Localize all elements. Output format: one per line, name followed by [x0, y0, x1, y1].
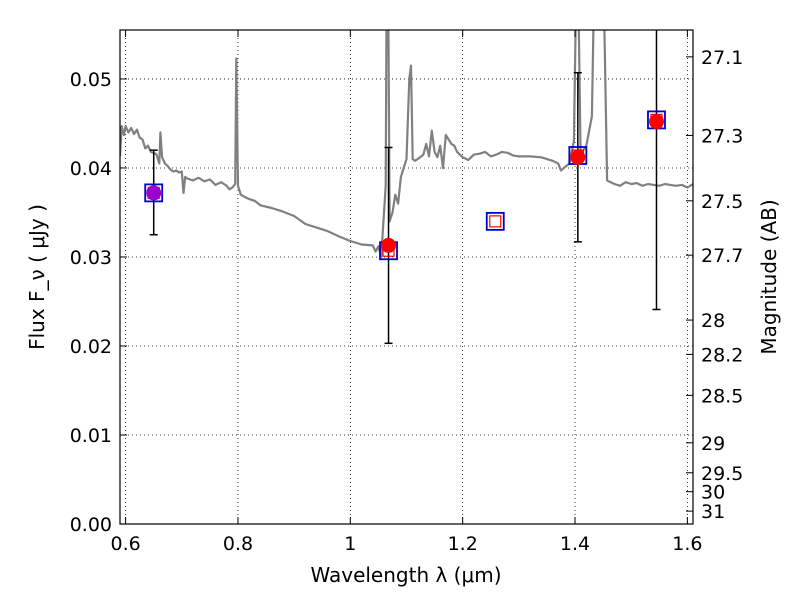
- x-tick-label: 0.6: [111, 533, 141, 555]
- mag-tick-label: 29.5: [701, 463, 743, 485]
- plot-area: [120, 30, 693, 259]
- mag-tick-label: 28.2: [701, 344, 743, 366]
- x-tick-label: 1.2: [448, 533, 478, 555]
- mag-tick-label: 28.5: [701, 385, 743, 407]
- model-photometry-box: [144, 183, 164, 203]
- model-photometry-inner-box: [489, 215, 502, 228]
- y-tick-label: 0.02: [70, 336, 112, 358]
- x-tick-label: 0.8: [223, 533, 253, 555]
- observed-photometry-point: [648, 114, 664, 130]
- error-bars: [144, 30, 666, 345]
- tick-labels: 0.6 0.8 1 1.2 1.4 1.6 0.00 0.01 0.02 0.03 0.04 0.05…: [70, 47, 744, 555]
- x-axis-label: Wavelength λ (μm): [310, 563, 501, 587]
- x-tick-label: 1.6: [672, 533, 702, 555]
- y-axis-right-label: Magnitude (AB): [757, 199, 781, 354]
- mag-tick-label: 27.7: [701, 245, 743, 267]
- mag-tick-label: 29: [701, 433, 725, 455]
- y-tick-label: 0.01: [70, 425, 112, 447]
- model-spectrum-line: [120, 30, 693, 259]
- observed-photometry-point: [381, 237, 397, 253]
- observed-photometry-point: [146, 185, 162, 201]
- y-tick-label: 0.03: [70, 247, 112, 269]
- x-tick-label: 1: [344, 533, 356, 555]
- mag-tick-label: 31: [701, 501, 725, 523]
- mag-tick-label: 27.5: [701, 191, 743, 213]
- x-tick-label: 1.4: [560, 533, 590, 555]
- y-axis-label: Flux F_ν ( μJy ): [25, 204, 49, 350]
- plot-frame: [119, 29, 694, 525]
- y-tick-label: 0.00: [70, 514, 112, 536]
- y-tick-label: 0.04: [70, 158, 112, 180]
- mag-tick-label: 28: [701, 310, 725, 332]
- observed-photometry-point: [570, 149, 586, 165]
- model-photometry-box: [485, 211, 505, 231]
- axis-ticks: [120, 30, 693, 525]
- mag-tick-label: 30: [701, 482, 725, 504]
- mag-tick-label: 27.1: [701, 47, 743, 69]
- mag-tick-label: 27.3: [701, 125, 743, 147]
- y-tick-label: 0.05: [70, 69, 112, 91]
